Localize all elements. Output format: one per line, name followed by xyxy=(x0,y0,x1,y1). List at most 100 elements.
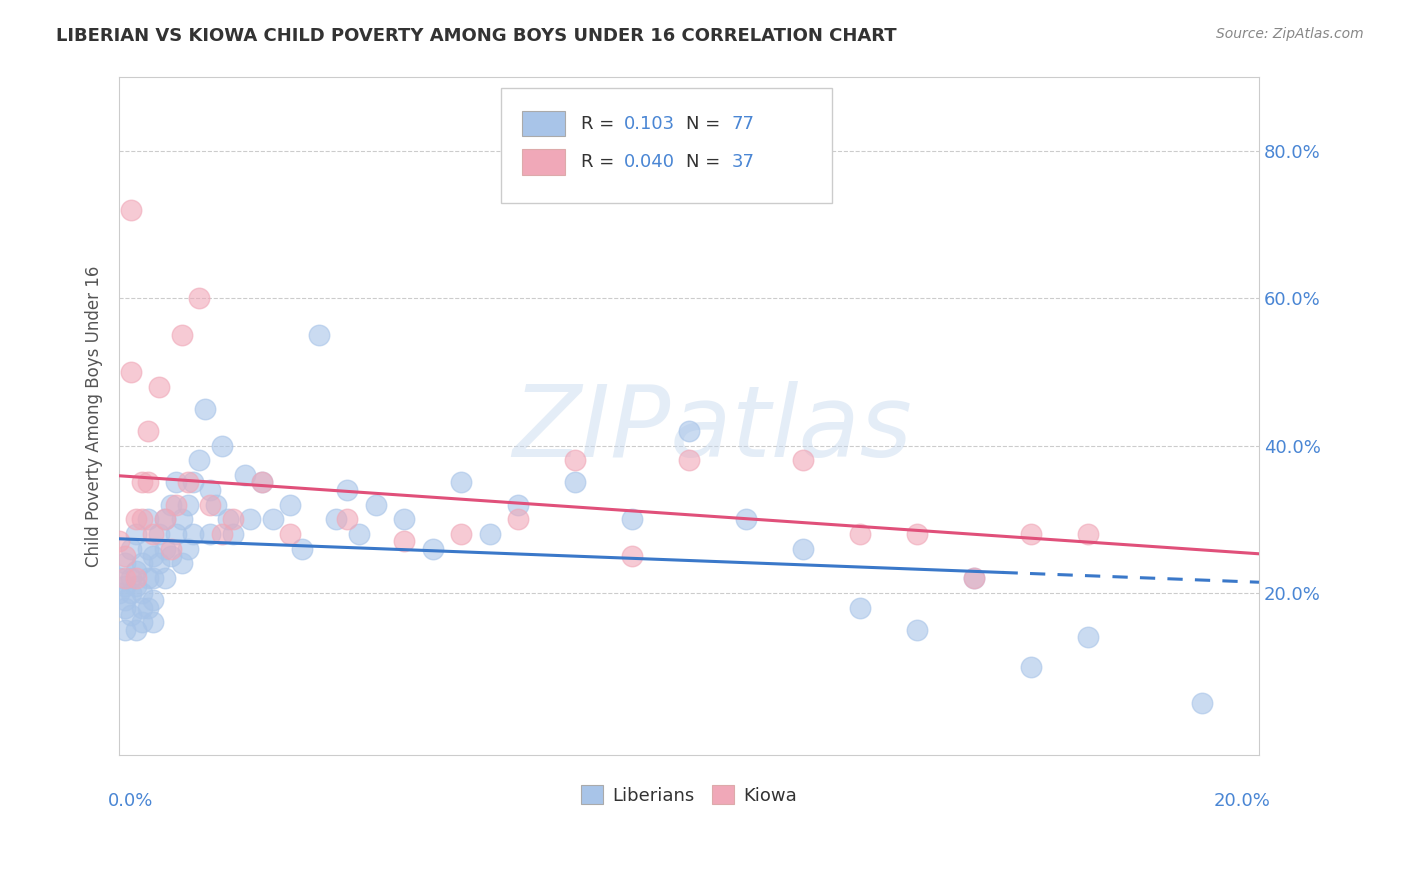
Y-axis label: Child Poverty Among Boys Under 16: Child Poverty Among Boys Under 16 xyxy=(86,266,103,566)
Point xyxy=(621,549,644,563)
Point xyxy=(125,578,148,592)
Point xyxy=(114,600,136,615)
Point xyxy=(170,328,193,343)
Point xyxy=(250,475,273,490)
Point xyxy=(148,380,170,394)
Point xyxy=(205,498,228,512)
Point xyxy=(170,557,193,571)
Point xyxy=(262,512,284,526)
Point xyxy=(114,571,136,585)
Point xyxy=(278,498,301,512)
Point xyxy=(508,498,530,512)
Text: ZIPatlas: ZIPatlas xyxy=(512,381,912,478)
Point xyxy=(1019,659,1042,673)
Point xyxy=(159,541,181,556)
Point xyxy=(336,483,359,497)
Point xyxy=(125,623,148,637)
Text: R =: R = xyxy=(581,153,620,171)
Point xyxy=(564,453,586,467)
Point xyxy=(165,527,187,541)
Point xyxy=(217,512,239,526)
Point xyxy=(125,527,148,541)
Point xyxy=(114,623,136,637)
Point xyxy=(114,549,136,563)
Point xyxy=(222,512,245,526)
Point xyxy=(211,527,233,541)
Point xyxy=(120,202,142,217)
Point xyxy=(183,527,205,541)
Point xyxy=(905,623,928,637)
Point xyxy=(125,564,148,578)
Point xyxy=(114,593,136,607)
Point xyxy=(136,571,159,585)
Point xyxy=(108,571,131,585)
Text: 20.0%: 20.0% xyxy=(1213,792,1271,810)
Point xyxy=(176,498,198,512)
Text: R =: R = xyxy=(581,114,620,133)
Point xyxy=(125,571,148,585)
Text: N =: N = xyxy=(686,114,725,133)
Point xyxy=(392,534,415,549)
Point xyxy=(188,291,211,305)
Point xyxy=(211,439,233,453)
Point xyxy=(1019,527,1042,541)
Point xyxy=(148,527,170,541)
Point xyxy=(136,512,159,526)
Point xyxy=(1077,630,1099,644)
Point xyxy=(120,607,142,622)
Point xyxy=(478,527,501,541)
Point xyxy=(200,483,222,497)
Point xyxy=(142,571,165,585)
Point xyxy=(678,424,700,438)
Point xyxy=(308,328,330,343)
Point xyxy=(142,593,165,607)
Point xyxy=(136,600,159,615)
Point xyxy=(200,498,222,512)
Point xyxy=(176,541,198,556)
Point xyxy=(153,571,176,585)
Point xyxy=(114,557,136,571)
Text: 0.103: 0.103 xyxy=(624,114,675,133)
Text: LIBERIAN VS KIOWA CHILD POVERTY AMONG BOYS UNDER 16 CORRELATION CHART: LIBERIAN VS KIOWA CHILD POVERTY AMONG BO… xyxy=(56,27,897,45)
Point xyxy=(392,512,415,526)
Point xyxy=(792,453,814,467)
Point xyxy=(131,475,153,490)
Point xyxy=(125,512,148,526)
Point xyxy=(239,512,262,526)
Point xyxy=(120,586,142,600)
Point xyxy=(849,600,872,615)
Point xyxy=(325,512,347,526)
FancyBboxPatch shape xyxy=(522,149,565,175)
Point xyxy=(131,586,153,600)
Point xyxy=(735,512,758,526)
Text: N =: N = xyxy=(686,153,725,171)
Point xyxy=(136,424,159,438)
Point xyxy=(131,600,153,615)
Point xyxy=(142,615,165,630)
Text: Source: ZipAtlas.com: Source: ZipAtlas.com xyxy=(1216,27,1364,41)
Point xyxy=(963,571,986,585)
Point xyxy=(136,541,159,556)
Legend: Liberians, Kiowa: Liberians, Kiowa xyxy=(572,776,806,814)
Point xyxy=(131,615,153,630)
Point xyxy=(148,557,170,571)
Point xyxy=(120,571,142,585)
Point xyxy=(176,475,198,490)
Point xyxy=(136,475,159,490)
Point xyxy=(278,527,301,541)
Point xyxy=(108,534,131,549)
Point xyxy=(159,549,181,563)
FancyBboxPatch shape xyxy=(501,87,831,202)
Point xyxy=(564,475,586,490)
Point xyxy=(233,468,256,483)
Point xyxy=(450,475,472,490)
Point xyxy=(222,527,245,541)
Point xyxy=(849,527,872,541)
Point xyxy=(159,498,181,512)
Point xyxy=(1191,697,1213,711)
Point xyxy=(347,527,370,541)
Point xyxy=(131,557,153,571)
Point xyxy=(792,541,814,556)
Point xyxy=(621,512,644,526)
Point xyxy=(1077,527,1099,541)
